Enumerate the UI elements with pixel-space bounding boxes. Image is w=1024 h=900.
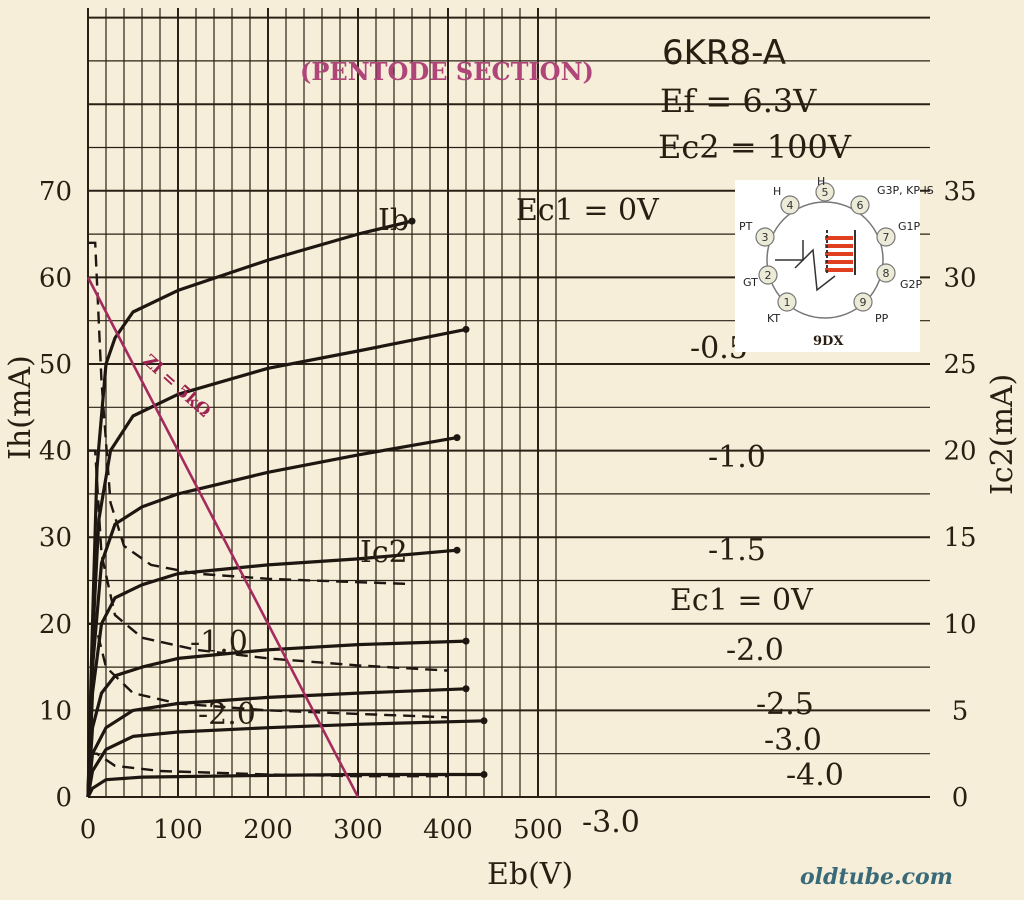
pin-circle [815,182,835,202]
plate-curve-end-point [462,325,470,333]
screen-curve [88,752,448,778]
screen-curve [88,241,413,586]
x-tick-label: 500 [513,815,563,845]
y-tick-label-right: 10 [943,610,976,640]
y-tick-label-right: 35 [943,177,976,207]
pin-label: KT [767,312,780,325]
y-tick-label-left: 20 [39,610,72,640]
pin-circle [850,195,870,215]
section-title: (PENTODE SECTION) [300,57,594,86]
y-tick-label-right: 30 [943,263,976,293]
pin-number: 5 [822,186,829,199]
pin-circle [777,292,797,312]
y-axis-label-left: Ih(mA) [3,355,38,460]
plate-curve-end-point [462,637,470,645]
plate-curve [86,772,484,798]
y-tick-label-left: 50 [39,350,72,380]
plate-curve-end-point [453,546,461,554]
tick-labels: 0 100 200 300 400 500010203040506070051015202… [39,177,977,845]
plate-current-label: Ib [378,203,409,238]
load-line [86,276,360,798]
y-tick-label-left: 10 [39,696,72,726]
x-tick-label: 200 [243,815,293,845]
screen-current-label: Ic2 [360,535,408,570]
y-tick-label-left: 70 [39,177,72,207]
label-plate-minus-1-5: -1.5 [708,533,766,568]
base-name: 9DX [813,334,844,349]
label-plate-minus-4-0: -4.0 [786,758,844,793]
label-screen-ec1-0v: Ec1 = 0V [670,583,814,618]
plate-curve-end-point [462,685,470,693]
pin-label: G2P [900,278,923,291]
y-tick-label-left: 0 [55,783,72,813]
tube-electrodes-icon [775,230,856,292]
pin-number: 2 [765,269,772,282]
envelope-circle [766,201,884,319]
pin-circle [758,265,778,285]
plate-curve [86,639,467,798]
pin-number: 7 [883,231,890,244]
param-ef: Ef = 6.3V [660,82,817,120]
label-screen-minus-1-0: -1.0 [190,625,248,660]
pin-label: G3P, KP IS [877,184,934,197]
label-screen-minus-3-0: -3.0 [582,805,640,840]
chart-grid [87,8,930,798]
plate-curve [86,719,485,798]
x-axis-label: Eb(V) [487,857,573,892]
x-tick-label: 400 [423,815,473,845]
credit-text: oldtube.com [800,864,953,890]
x-tick-label: 300 [333,815,383,845]
pin-number: 8 [883,267,890,280]
x-tick-label: 100 [153,815,203,845]
label-plate-ec1-0v: Ec1 = 0V [516,193,660,228]
pin-label: GT [743,276,758,289]
screen-curve [88,449,449,672]
pin-circle [876,227,896,247]
pin-label: H [817,175,825,188]
plate-curve [86,687,467,798]
label-plate-minus-1-0: -1.0 [708,440,766,475]
pin-circle [755,227,775,247]
plate-curve [86,548,458,798]
label-screen-minus-2-0: -2.0 [198,697,256,732]
plate-curve-end-point [408,217,416,225]
pin-number: 9 [860,296,867,309]
plate-curve [86,436,458,798]
y-tick-label-right: 15 [943,523,976,553]
y-tick-label-right: 5 [952,696,969,726]
plate-curve-end-point [480,717,488,725]
plate-curve [86,219,413,798]
pin-number: 6 [857,199,864,212]
y-tick-label-right: 20 [943,437,976,467]
pin-number: 1 [784,296,791,309]
pin-circle [876,263,896,283]
label-plate-minus-3-0: -3.0 [764,723,822,758]
pin-circle [853,292,873,312]
x-tick-label: 0 [80,815,97,845]
param-ec2: Ec2 = 100V [658,128,852,166]
pin-label: PT [739,220,753,233]
pin-label: PP [875,312,889,325]
pin-circle [780,195,800,215]
plate-curve [86,327,467,798]
y-tick-label-right: 25 [943,350,976,380]
plate-curve-end-point [453,434,461,442]
pin-label: H [773,185,781,198]
label-plate-minus-2-5: -2.5 [756,687,814,722]
y-tick-label-left: 30 [39,523,72,553]
curve-layer [86,217,488,798]
chart-title: 6KR8-A [662,33,786,73]
pin-number: 3 [762,231,769,244]
plate-curve-end-point [480,770,488,778]
y-axis-label-right: Ic2(mA) [985,374,1020,495]
label-plate-minus-2-0: -2.0 [726,633,784,668]
y-tick-label-left: 60 [39,263,72,293]
y-tick-label-right: 0 [952,783,969,813]
y-tick-label-left: 40 [39,437,72,467]
pin-label: G1P [898,220,921,233]
pin-number: 4 [787,199,794,212]
